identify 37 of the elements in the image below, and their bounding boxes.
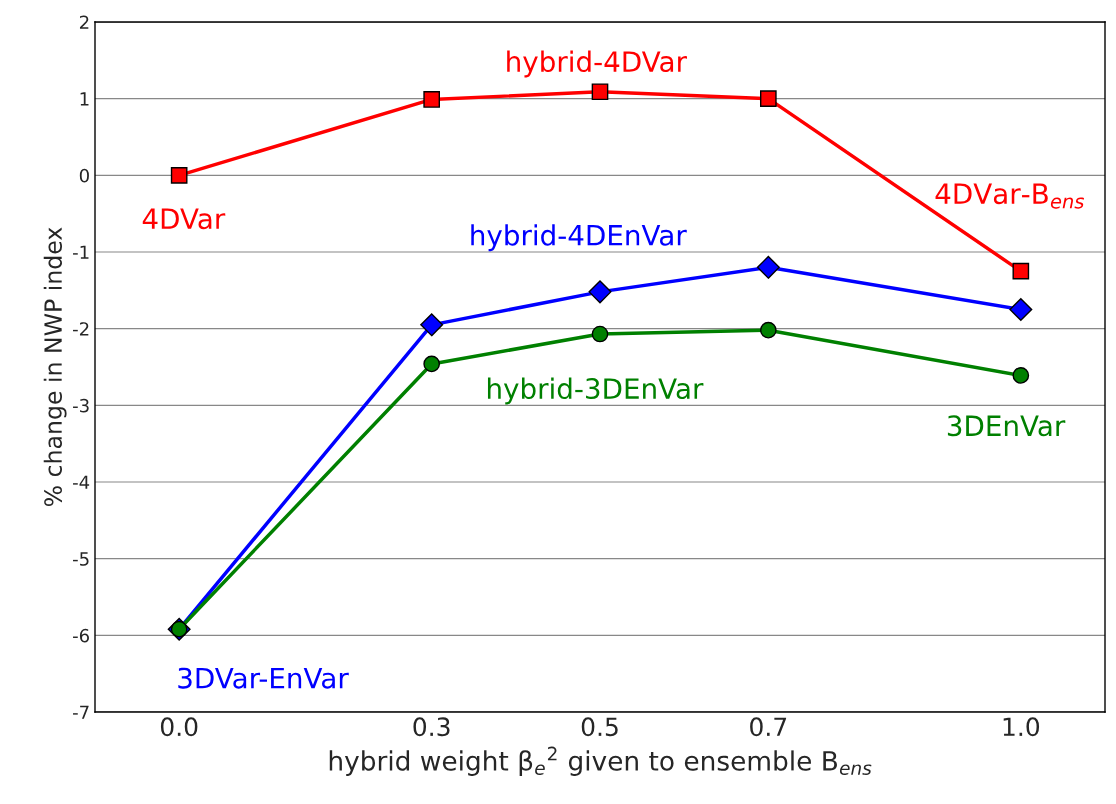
point (423, 355, 441, 373)
point (591, 83, 609, 101)
y-axis-title: % change in NWP index (43, 227, 67, 507)
point (588, 280, 612, 304)
point (759, 321, 777, 339)
y-tick-label: -2 (73, 322, 89, 336)
annotation: hybrid-4DVar (507, 50, 687, 78)
point (420, 313, 444, 337)
annotation: 4DVar (142, 208, 226, 230)
x-tick-label: 0.7 (750, 717, 787, 737)
x-tick-label: 0.0 (160, 717, 198, 737)
x-axis-title: hybrid weight β$_{e}$$^{2}$ given to ensemble B$_{ens}$ (329, 746, 872, 776)
annotation: 3DEnVar (947, 415, 1066, 437)
point (423, 91, 441, 108)
y-tick-label: -4 (73, 475, 90, 489)
y-tick-label: 2 (79, 15, 89, 29)
y-tick-label: -3 (73, 398, 89, 413)
annotation: 3DVar-EnVar (178, 667, 349, 689)
y-tick-label: -5 (73, 552, 89, 566)
y-tick-label: 0 (79, 168, 89, 183)
point (756, 255, 780, 279)
annotation: hybrid-3DEnVar (487, 377, 704, 405)
point (170, 166, 188, 184)
x-tick-label: 0.5 (581, 717, 618, 737)
point (1012, 262, 1030, 280)
annotation: 4DVar-B$_{ens}$ (935, 183, 1085, 209)
point (1012, 367, 1030, 384)
point (1009, 298, 1033, 321)
point (591, 325, 609, 343)
y-tick-label: -1 (73, 245, 89, 259)
annotation: hybrid-4DEnVar (471, 224, 687, 252)
point (759, 90, 777, 108)
x-tick-label: 0.3 (413, 717, 450, 737)
x-tick-label: 1.0 (1003, 717, 1040, 737)
y-tick-label: -6 (73, 628, 89, 643)
y-tick-label: 1 (80, 92, 89, 106)
y-tick-label: -7 (73, 705, 89, 719)
